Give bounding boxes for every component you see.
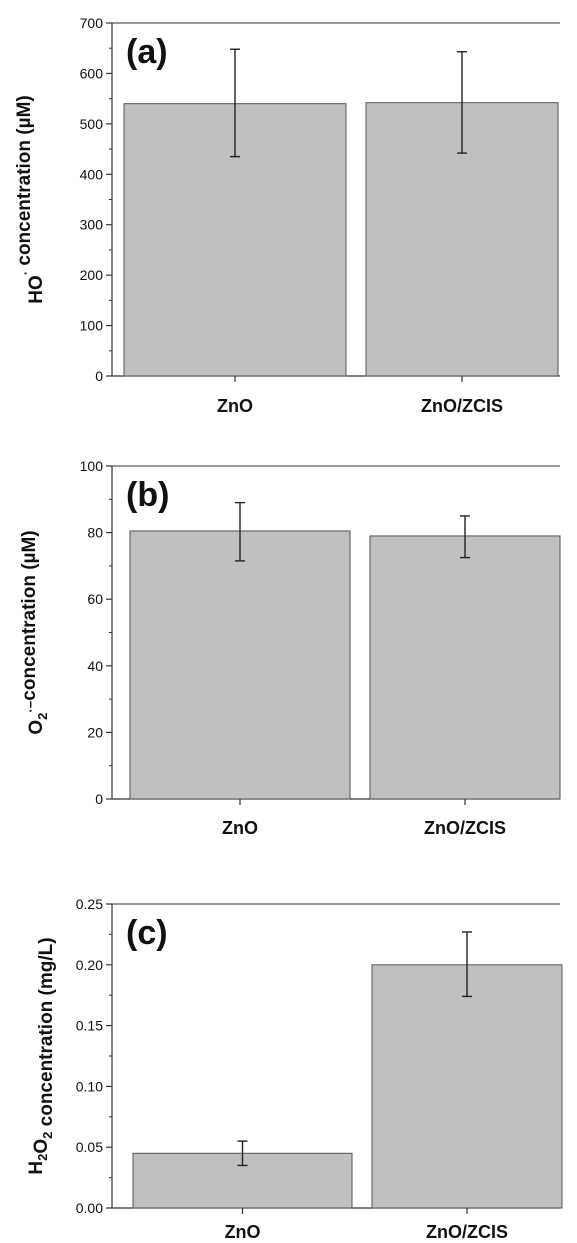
chart-panel-2: 0 20 40 60 80 100 ZnO ZnO/ZCIS (b) O2·−concentrat… — [19, 458, 561, 838]
y-tick-label: 80 — [87, 525, 103, 541]
y-tick-label: 0.15 — [76, 1018, 103, 1034]
y-tick-label: 500 — [80, 116, 104, 132]
x-tick-label: ZnO/ZCIS — [424, 818, 506, 838]
y-axis-label: H2O2 concentration (mg/L) — [26, 937, 57, 1174]
y-tick-label: 300 — [80, 217, 104, 233]
y-tick-label: 0 — [95, 791, 103, 807]
y-tick-label: 400 — [80, 166, 104, 182]
x-tick-label: ZnO — [217, 396, 253, 416]
y-tick-label: 0.00 — [76, 1200, 103, 1216]
y-tick-label: 40 — [87, 658, 103, 674]
y-tick-label: 0.20 — [76, 957, 103, 973]
y-tick-label: 100 — [80, 458, 104, 474]
y-tick-label: 700 — [80, 15, 104, 31]
x-tick-label: ZnO/ZCIS — [421, 396, 503, 416]
bar-zno-zcis — [369, 535, 561, 800]
x-tick-label: ZnO — [222, 818, 258, 838]
y-tick-label: 20 — [87, 724, 103, 740]
bar-zno — [129, 530, 351, 800]
panel-label: (b) — [126, 476, 169, 514]
y-tick-label: 60 — [87, 591, 103, 607]
chart-panel-1: 0 100 200 300 400 500 600 700 ZnO ZnO/ZCIS (a) HO· … — [14, 15, 560, 416]
y-axis-label: O2·−concentration (µM) — [19, 530, 50, 734]
y-axis-label: HO· concentration (µM) — [14, 95, 47, 303]
y-tick-label: 600 — [80, 65, 104, 81]
bar-zno-zcis — [371, 964, 563, 1209]
chart-panel-3: 0.00 0.05 0.10 0.15 0.20 0.25 ZnO ZnO/ZCIS (c) H2… — [26, 896, 563, 1242]
panel-label: (a) — [126, 33, 168, 71]
y-tick-label: 0.10 — [76, 1078, 103, 1094]
y-tick-label: 0.25 — [76, 896, 103, 912]
y-tick-label: 0.05 — [76, 1139, 103, 1155]
x-tick-label: ZnO/ZCIS — [426, 1222, 508, 1242]
panel-label: (c) — [126, 914, 168, 952]
y-tick-label: 200 — [80, 267, 104, 283]
x-tick-label: ZnO — [225, 1222, 261, 1242]
y-tick-label: 100 — [80, 318, 104, 334]
y-tick-label: 0 — [95, 368, 103, 384]
